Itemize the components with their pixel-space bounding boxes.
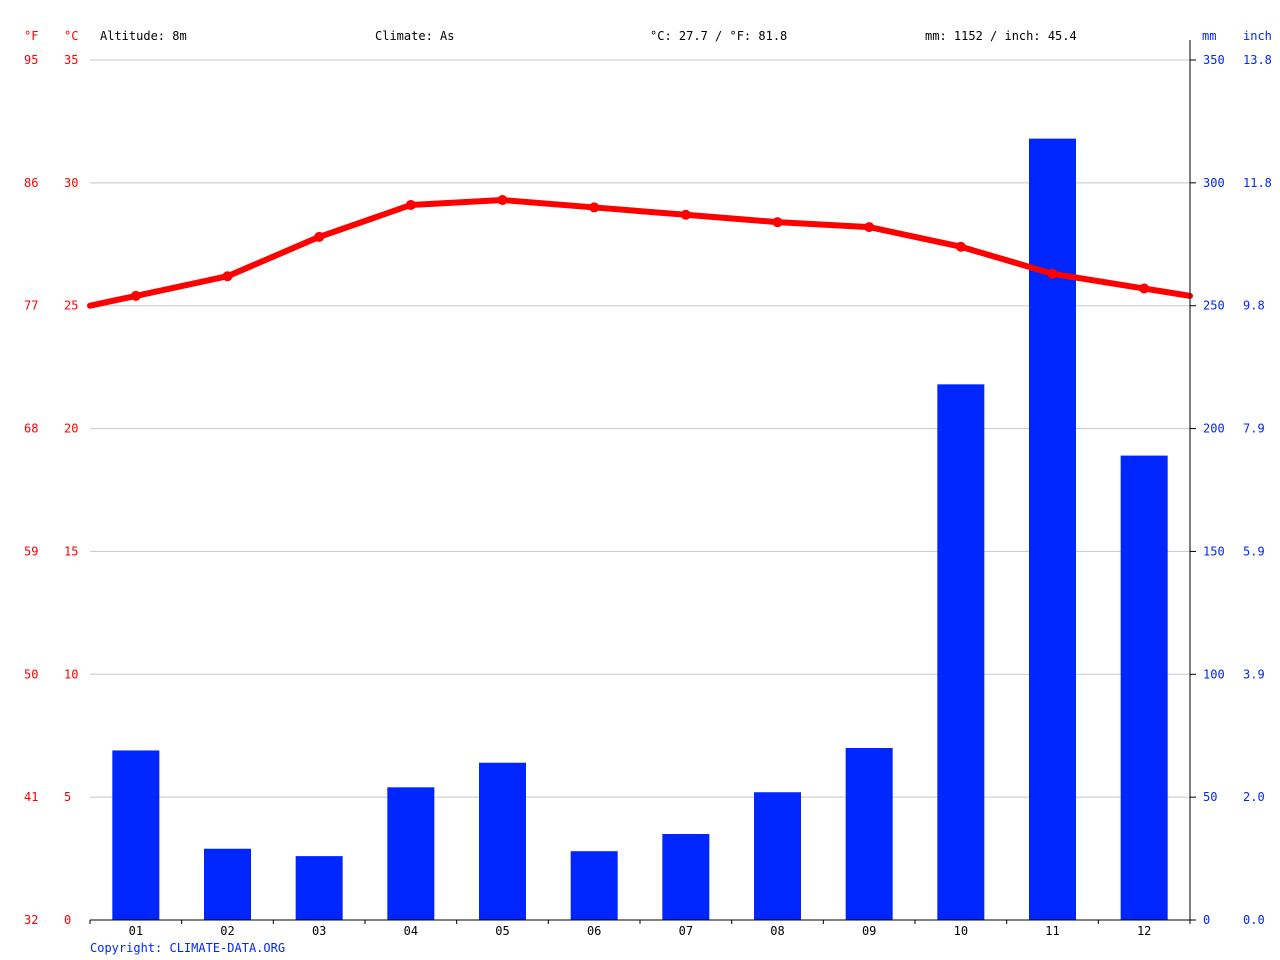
y-tick-label-f: 77 (24, 299, 38, 313)
y-tick-label-mm: 350 (1203, 53, 1225, 67)
y-tick-label-f: 59 (24, 544, 38, 558)
y-tick-label-inch: 11.8 (1243, 176, 1272, 190)
temperature-point (222, 271, 233, 282)
x-tick-label: 04 (404, 924, 418, 938)
y-tick-label-f: 41 (24, 790, 38, 804)
temperature-series-line (87, 197, 1193, 309)
y-tick-label-c: 10 (64, 667, 78, 681)
unit-inch-label: inch (1243, 29, 1272, 43)
y-tick-label-mm: 0 (1203, 913, 1210, 927)
x-tick-label: 08 (770, 924, 784, 938)
copyright-text: Copyright: CLIMATE-DATA.ORG (90, 941, 285, 955)
precipitation-total-text: mm: 1152 / inch: 45.4 (925, 29, 1077, 43)
x-tick-label: 12 (1137, 924, 1151, 938)
precipitation-bar (112, 750, 160, 920)
y-tick-label-inch: 5.9 (1243, 544, 1265, 558)
y-tick-label-mm: 300 (1203, 176, 1225, 190)
precipitation-bars (112, 138, 1168, 921)
y-tick-label-mm: 250 (1203, 299, 1225, 313)
temperature-average-text: °C: 27.7 / °F: 81.8 (650, 29, 787, 43)
temperature-point (864, 222, 875, 233)
precipitation-bar (1029, 138, 1076, 921)
unit-f-label: °F (24, 29, 38, 43)
y-tick-label-c: 25 (64, 299, 78, 313)
y-tick-label-c: 5 (64, 790, 71, 804)
y-tick-label-f: 50 (24, 667, 38, 681)
altitude-text: Altitude: 8m (100, 29, 187, 43)
precipitation-bar (662, 834, 710, 920)
y-tick-label-inch: 13.8 (1243, 53, 1272, 67)
y-tick-label-inch: 2.0 (1243, 790, 1265, 804)
y-tick-label-f: 86 (24, 176, 38, 190)
temperature-point (1139, 283, 1150, 294)
x-tick-label: 10 (954, 924, 968, 938)
y-tick-label-c: 15 (64, 544, 78, 558)
precipitation-bar (937, 384, 985, 920)
climate-text: Climate: As (375, 29, 454, 43)
y-tick-label-mm: 100 (1203, 667, 1225, 681)
y-tick-label-c: 0 (64, 913, 71, 927)
precipitation-bar (479, 762, 526, 920)
x-tick-label: 07 (679, 924, 693, 938)
x-tick-label: 05 (495, 924, 509, 938)
x-tick-label: 11 (1045, 924, 1059, 938)
x-tick-label: 02 (220, 924, 234, 938)
y-tick-label-inch: 9.8 (1243, 299, 1265, 313)
y-tick-label-mm: 200 (1203, 422, 1225, 436)
precipitation-bar (295, 856, 343, 920)
x-tick-label: 06 (587, 924, 601, 938)
temperature-point (955, 241, 966, 252)
y-tick-label-inch: 3.9 (1243, 667, 1265, 681)
unit-c-label: °C (64, 29, 78, 43)
y-tick-label-inch: 7.9 (1243, 422, 1265, 436)
precipitation-bar (1120, 455, 1168, 920)
grid-lines (90, 59, 1190, 798)
temperature-point (1047, 268, 1058, 279)
precipitation-bar (754, 792, 801, 920)
y-tick-label-inch: 0.0 (1243, 913, 1265, 927)
precipitation-bar (570, 851, 618, 920)
y-tick-label-f: 32 (24, 913, 38, 927)
precipitation-bar (845, 748, 893, 920)
precipitation-bar (387, 787, 435, 920)
temperature-point (405, 199, 416, 210)
unit-mm-label: mm (1202, 29, 1216, 43)
temperature-point (497, 195, 508, 206)
x-tick-label: 01 (129, 924, 143, 938)
x-tick-label: 03 (312, 924, 326, 938)
precipitation-bar (204, 848, 251, 920)
y-tick-label-c: 35 (64, 53, 78, 67)
x-tick-label: 09 (862, 924, 876, 938)
y-tick-label-f: 68 (24, 422, 38, 436)
temperature-point (589, 202, 600, 213)
temperature-point (130, 290, 141, 301)
y-tick-label-f: 95 (24, 53, 38, 67)
temperature-point (314, 231, 325, 242)
y-tick-label-mm: 50 (1203, 790, 1217, 804)
axes (89, 40, 1196, 924)
y-tick-label-c: 20 (64, 422, 78, 436)
y-tick-label-c: 30 (64, 176, 78, 190)
y-tick-label-mm: 150 (1203, 544, 1225, 558)
temperature-point (772, 217, 783, 228)
temperature-line (87, 195, 1193, 309)
temperature-point (680, 209, 691, 220)
